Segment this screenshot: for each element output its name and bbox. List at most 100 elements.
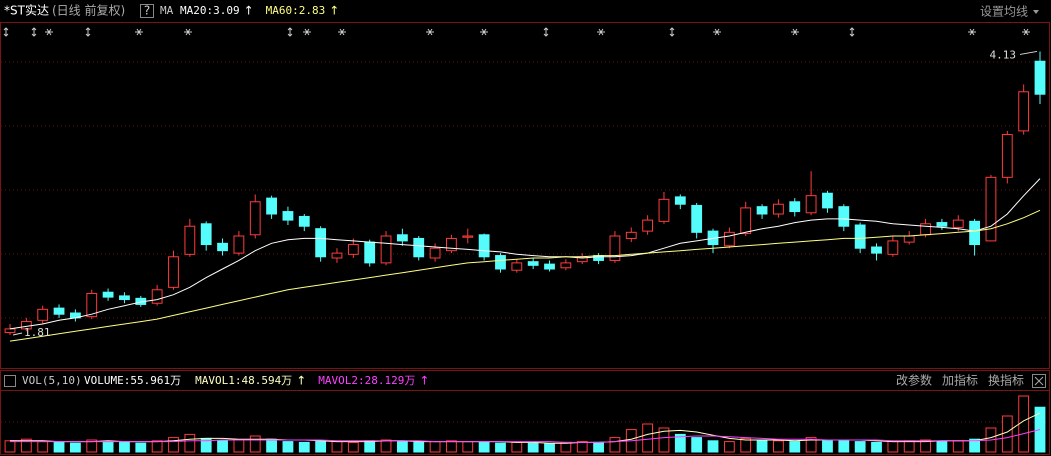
- candle-body: [674, 196, 686, 205]
- candle-body: [249, 201, 261, 236]
- volume-bar: [756, 439, 768, 453]
- candle-body: [609, 235, 621, 261]
- volume-bar: [331, 441, 343, 453]
- candle-body: [4, 328, 16, 334]
- volume-button[interactable]: 换指标: [988, 373, 1024, 388]
- candle-body: [380, 235, 392, 264]
- candle-body: [315, 228, 327, 258]
- candle-body: [331, 252, 343, 259]
- high-label: 4.13: [990, 48, 1017, 61]
- candle-body: [413, 237, 425, 258]
- candle-body: [854, 224, 866, 249]
- volume-bar: [347, 441, 359, 453]
- volume-bar: [822, 439, 833, 453]
- candle-body: [625, 231, 637, 239]
- volume-bar: [478, 441, 490, 453]
- candle-body: [756, 206, 768, 215]
- candle-body: [822, 192, 833, 209]
- volume-bar: [838, 440, 850, 453]
- volume-bar: [936, 441, 948, 453]
- volume-bar: [233, 439, 245, 453]
- legend-label: MA20:3.09: [180, 4, 240, 17]
- volume-bar: [266, 438, 277, 453]
- volume-bar: [495, 442, 506, 453]
- volume-bar: [871, 441, 882, 453]
- event-markers: [3, 27, 1030, 37]
- candle-body: [723, 231, 735, 247]
- volume-bar: [298, 441, 310, 453]
- dropdown-arrow[interactable]: [1033, 10, 1039, 14]
- event-marker: [543, 27, 549, 37]
- candle-body: [936, 222, 948, 227]
- volume-bar: [609, 437, 621, 453]
- close-icon[interactable]: [1034, 376, 1044, 386]
- volume-bar: [740, 437, 752, 453]
- close-button[interactable]: [1032, 374, 1046, 388]
- volume-bar: [86, 439, 98, 453]
- main-panel: [0, 22, 1050, 369]
- candle-body: [511, 262, 523, 271]
- candle-body: [396, 234, 408, 242]
- candle-body: [658, 198, 670, 222]
- legend-label: MA60:2.83: [266, 4, 326, 17]
- candle-body: [364, 241, 376, 264]
- candle-body: [168, 256, 179, 288]
- volume-button[interactable]: 改参数: [896, 373, 932, 388]
- volume-button[interactable]: 加指标: [942, 373, 978, 388]
- volume-bar: [37, 441, 49, 453]
- period-label: (日线 前复权): [52, 3, 125, 18]
- event-marker: [669, 27, 675, 37]
- volume-bar: [1018, 395, 1030, 453]
- candle-body: [429, 247, 441, 259]
- ma-line: [9, 178, 1041, 330]
- volume-bar: [168, 437, 179, 453]
- candle-body: [642, 219, 654, 232]
- volume-bar: [364, 440, 376, 453]
- help-button[interactable]: [140, 4, 154, 18]
- volume-bar: [691, 437, 703, 453]
- legend-trend: ↑: [329, 4, 339, 18]
- volume-bar: [380, 439, 392, 453]
- volume-bar: [903, 440, 915, 453]
- event-marker: [849, 27, 855, 37]
- volume-bar: [396, 441, 408, 453]
- volume-bar: [429, 441, 441, 453]
- volume-bar: [20, 438, 32, 453]
- candle-body: [298, 215, 310, 227]
- candle-body: [347, 244, 359, 255]
- volume-panel: [0, 370, 1050, 455]
- candle-body: [1034, 60, 1046, 95]
- event-marker: [45, 28, 1030, 36]
- candle-body: [495, 255, 506, 270]
- volume-bar: [560, 441, 572, 453]
- volume-bar: [1001, 415, 1013, 453]
- grid: [1, 61, 1049, 423]
- low-pointer: [12, 332, 23, 336]
- volume-bar: [184, 433, 196, 453]
- volume-bar: [642, 423, 654, 453]
- legend-trend: ↑: [296, 374, 306, 388]
- candle-body: [200, 223, 212, 246]
- candle-body: [446, 237, 457, 252]
- candle-body: [969, 220, 981, 246]
- candle-body: [462, 235, 474, 238]
- volume-bar: [413, 441, 425, 453]
- candle-body: [478, 234, 490, 258]
- candle-body: [266, 197, 277, 215]
- volume-bar: [511, 441, 523, 453]
- volume-bar: [282, 441, 294, 453]
- event-marker: [287, 27, 293, 37]
- volume-bar: [854, 441, 866, 453]
- help-label[interactable]: ?: [144, 4, 150, 18]
- candle-body: [527, 261, 539, 266]
- candle-body: [773, 203, 784, 215]
- volume-bar: [527, 442, 539, 453]
- candle-body: [691, 204, 703, 233]
- ma-settings[interactable]: 设置均线: [980, 5, 1028, 19]
- candle-body: [233, 235, 245, 254]
- candle-body: [1001, 134, 1013, 178]
- panel-toggle[interactable]: [4, 375, 16, 387]
- candle-body: [53, 307, 65, 315]
- candle-body: [37, 308, 49, 321]
